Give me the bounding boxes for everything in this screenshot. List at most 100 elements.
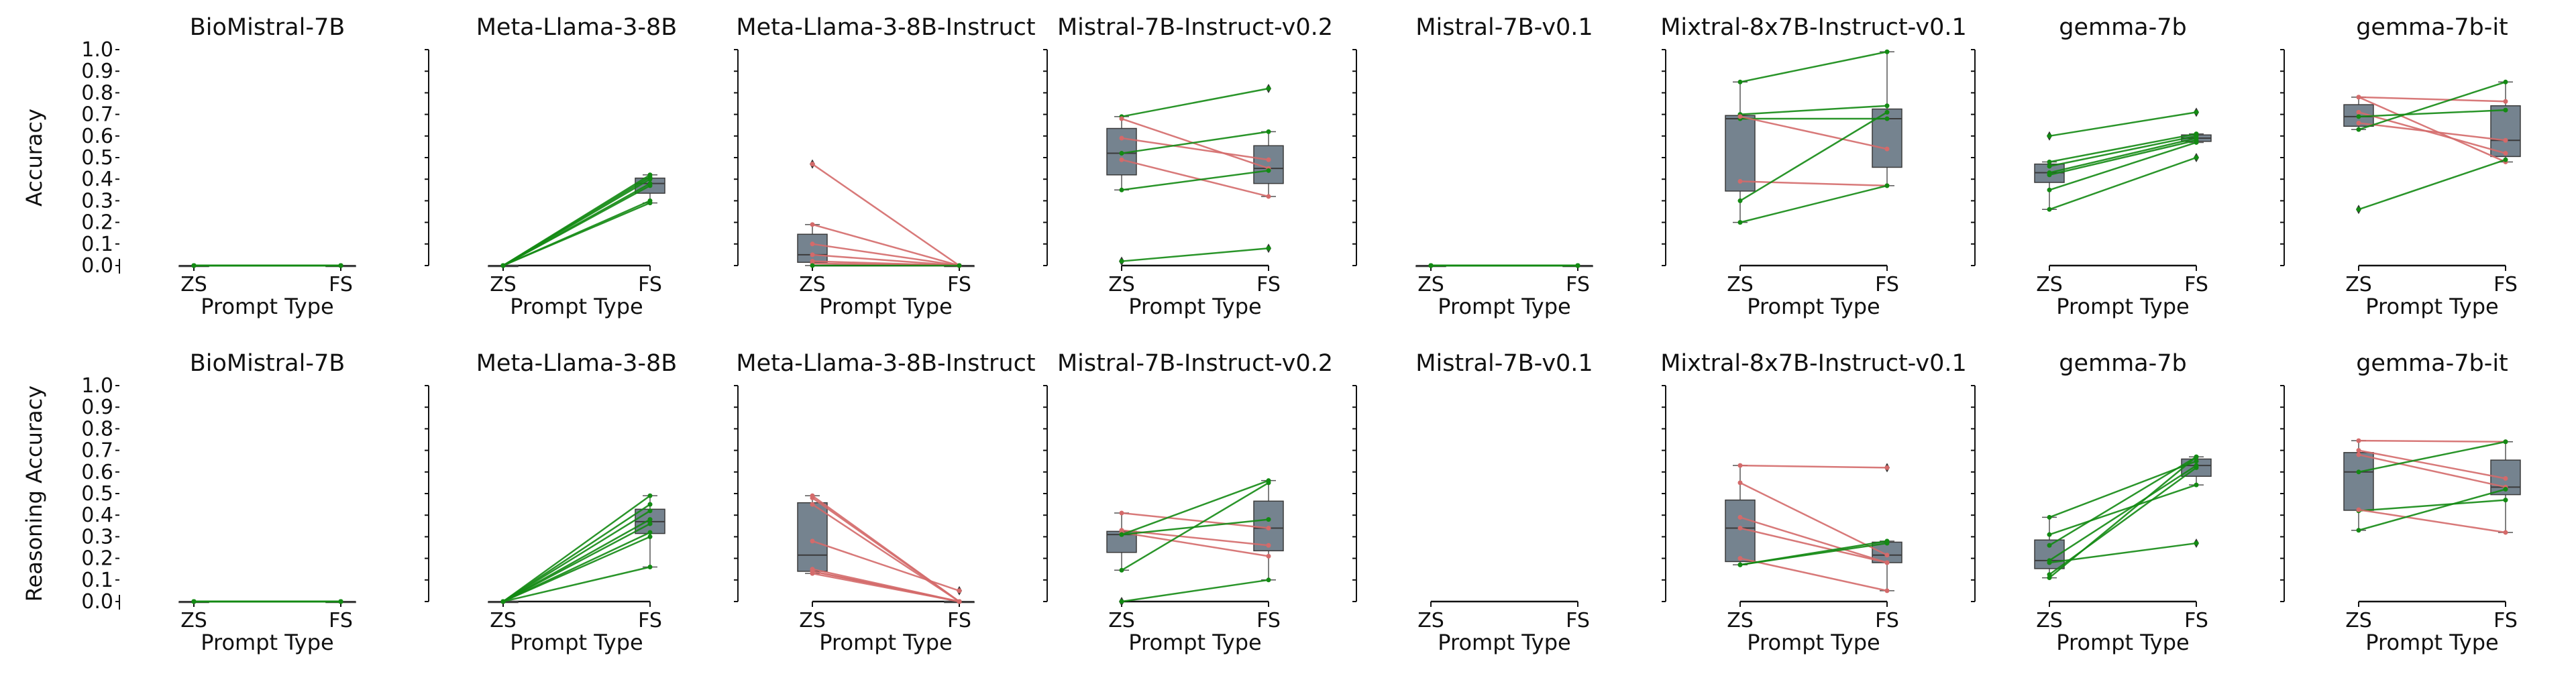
paired-line — [1739, 557, 1888, 592]
x-axis-label: Prompt Type — [2056, 630, 2189, 655]
data-point — [2194, 459, 2199, 464]
data-point — [2503, 530, 2508, 535]
data-point — [191, 599, 197, 604]
x-axis-label: Prompt Type — [1747, 630, 1880, 655]
data-point — [2047, 532, 2052, 537]
data-point — [1266, 526, 1271, 531]
paired-line — [2358, 439, 2506, 443]
subplot-title: Meta-Llama-3-8B-Instruct — [736, 350, 1035, 377]
x-tick-label: ZS — [1727, 273, 1754, 296]
data-point — [1884, 560, 1890, 565]
data-point — [1884, 146, 1890, 152]
data-point — [1737, 480, 1743, 486]
paired-line — [1739, 464, 1888, 469]
data-point — [2503, 498, 2508, 503]
data-point — [2503, 99, 2508, 104]
data-point — [2047, 172, 2052, 178]
data-point — [810, 539, 815, 544]
data-point — [1737, 220, 1743, 225]
data-point — [2356, 114, 2361, 119]
y-tick-label: 0.0 — [81, 590, 113, 614]
data-point — [957, 263, 962, 268]
paired-line — [812, 223, 960, 267]
data-point — [2194, 541, 2199, 546]
data-point — [1119, 567, 1124, 573]
x-axis-label: Prompt Type — [510, 630, 643, 655]
x-tick-label: FS — [1875, 609, 1899, 632]
paired-line — [2049, 467, 2197, 575]
paired-line — [2358, 96, 2506, 163]
paired-line — [1121, 247, 1269, 262]
data-point — [191, 263, 197, 268]
y-tick-label: 0.1 — [81, 233, 113, 256]
data-point — [2503, 151, 2508, 156]
x-tick-label: ZS — [1108, 609, 1135, 632]
paired-line — [2049, 141, 2197, 191]
y-tick-label: 1.0 — [81, 38, 113, 62]
paired-line — [2049, 133, 2197, 163]
data-point — [2356, 452, 2361, 457]
data-point — [2503, 107, 2508, 113]
data-point — [810, 162, 815, 167]
subplot-title: Mistral-7B-v0.1 — [1415, 350, 1593, 377]
y-tick-label: 0.9 — [81, 396, 113, 419]
x-tick-label: ZS — [2036, 609, 2063, 632]
paired-line — [1121, 170, 1269, 191]
x-axis-label: Prompt Type — [201, 294, 333, 319]
data-point — [810, 222, 815, 227]
paired-line — [1121, 87, 1269, 118]
paired-line — [1121, 131, 1269, 154]
data-point — [2503, 157, 2508, 162]
x-tick-label: FS — [2493, 609, 2518, 632]
data-point — [2356, 120, 2361, 125]
data-point — [2356, 207, 2361, 212]
x-tick-label: FS — [947, 273, 971, 296]
subplot-title: BioMistral-7B — [190, 350, 345, 377]
data-point — [1266, 86, 1271, 91]
x-axis-label: Prompt Type — [1128, 630, 1261, 655]
x-axis-label: Prompt Type — [1438, 294, 1570, 319]
paired-line — [1739, 527, 1888, 564]
paired-line — [2358, 109, 2506, 118]
paired-line — [1121, 479, 1269, 536]
data-point — [2356, 127, 2361, 132]
data-point — [1737, 114, 1743, 119]
x-tick-label: FS — [638, 273, 662, 296]
paired-line — [2358, 96, 2506, 103]
data-point — [1119, 157, 1124, 162]
paired-line — [812, 572, 960, 603]
y-tick-label: 0.8 — [81, 81, 113, 105]
x-axis-label: Prompt Type — [2365, 630, 2498, 655]
paired-line — [2358, 159, 2506, 211]
data-point — [1266, 553, 1271, 559]
data-point — [2356, 95, 2361, 100]
box — [1725, 115, 1756, 192]
data-point — [1737, 79, 1743, 84]
data-point — [1119, 532, 1124, 537]
paired-line — [502, 510, 651, 603]
data-point — [647, 534, 653, 539]
data-point — [2503, 487, 2508, 492]
data-point — [647, 493, 653, 498]
data-point — [647, 564, 653, 569]
subplot-title: Mistral-7B-Instruct-v0.2 — [1057, 14, 1333, 41]
x-tick-label: ZS — [490, 273, 517, 296]
y-tick-label: 0.6 — [81, 125, 113, 148]
data-point — [1737, 463, 1743, 468]
data-point — [1119, 135, 1124, 141]
x-tick-label: ZS — [180, 273, 207, 296]
data-point — [500, 263, 506, 268]
paired-line — [1121, 531, 1269, 557]
data-point — [1884, 183, 1890, 188]
paired-line — [2049, 139, 2197, 176]
box — [797, 233, 828, 263]
paired-line — [1739, 542, 1888, 566]
data-point — [2194, 465, 2199, 470]
